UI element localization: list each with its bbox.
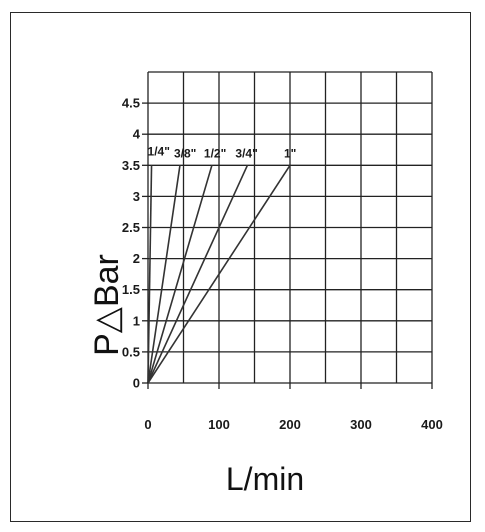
series-line bbox=[147, 164, 291, 384]
series-line bbox=[147, 165, 213, 384]
y-tick-label: 0 bbox=[133, 376, 140, 391]
series-label: 1/2" bbox=[204, 146, 226, 160]
y-tick-label: 3 bbox=[133, 189, 140, 204]
y-tick-label: 2 bbox=[133, 251, 140, 266]
chart-frame bbox=[10, 12, 471, 522]
series-line bbox=[147, 165, 153, 384]
series-line bbox=[147, 165, 181, 384]
y-tick-label: 3.5 bbox=[122, 158, 140, 173]
series-labels: 1/4" 3/8" 1/2" 3/4" 1" bbox=[148, 144, 297, 160]
x-tick-label: 100 bbox=[208, 417, 230, 432]
x-tick-label: 300 bbox=[350, 417, 372, 432]
series-label: 1" bbox=[284, 146, 296, 160]
y-tick-labels: 0 0.5 1 1.5 2 2.5 3 3.5 4 4.5 bbox=[122, 96, 148, 391]
y-tick-label: 4 bbox=[133, 127, 141, 142]
y-tick-label: 1.5 bbox=[122, 282, 140, 297]
y-tick-label: 4.5 bbox=[122, 96, 140, 111]
grid-lines bbox=[147, 71, 433, 384]
y-axis-label: P△Bar bbox=[88, 254, 126, 356]
series-label: 3/8" bbox=[174, 146, 196, 160]
x-tick-label: 400 bbox=[421, 417, 443, 432]
x-tick-label: 200 bbox=[279, 417, 301, 432]
y-tick-label: 0.5 bbox=[122, 344, 140, 359]
series-label: 1/4" bbox=[148, 144, 170, 158]
series-lines bbox=[147, 164, 291, 384]
y-tick-label: 1 bbox=[133, 313, 140, 328]
x-tick-labels: 0 100 200 300 400 bbox=[144, 383, 443, 432]
x-tick-label: 0 bbox=[144, 417, 151, 432]
series-label: 3/4" bbox=[235, 146, 257, 160]
series-line bbox=[147, 164, 249, 384]
x-axis-label: L/min bbox=[226, 461, 304, 497]
y-tick-label: 2.5 bbox=[122, 220, 140, 235]
